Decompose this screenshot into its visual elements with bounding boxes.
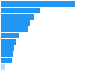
Bar: [1, 8, 40, 13]
Bar: [1, 39, 16, 45]
Bar: [1, 20, 30, 26]
Bar: [1, 51, 13, 57]
Bar: [1, 58, 12, 63]
Bar: [1, 14, 34, 20]
Bar: [1, 64, 5, 70]
Bar: [1, 26, 28, 32]
Bar: [1, 33, 19, 38]
Bar: [1, 1, 74, 7]
Bar: [1, 45, 14, 51]
